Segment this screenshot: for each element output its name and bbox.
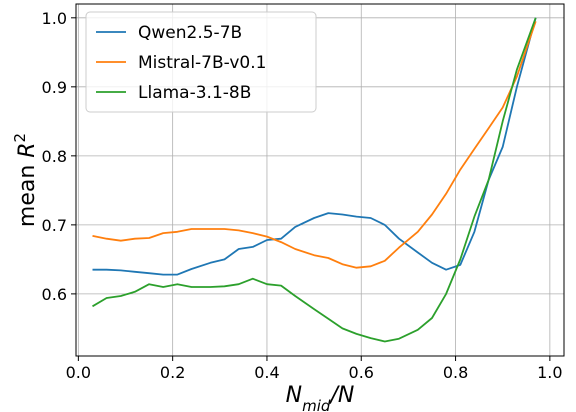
x-tick-label: 0.2 <box>160 363 185 382</box>
legend-label: Qwen2.5-7B <box>138 23 242 43</box>
y-tick-label: 0.9 <box>42 78 67 97</box>
x-tick-label: 0.6 <box>349 363 374 382</box>
y-axis-title: mean R2 <box>11 133 40 227</box>
x-axis-title-subscript: mid <box>302 397 331 412</box>
series-line-qwen2-5-7b <box>92 17 537 276</box>
axis-ticks: 0.0 0.2 0.4 0.6 0.8 1.0 0.6 0.7 0.8 0.9 1.0 <box>42 9 563 382</box>
x-tick-label: 0.0 <box>66 363 91 382</box>
y-tick-label: 0.8 <box>42 147 67 166</box>
x-tick-label: 0.4 <box>254 363 279 382</box>
y-axis-title-variable: R <box>15 142 40 157</box>
series-line-llama-3-1-8b <box>92 17 537 343</box>
x-tick-label: 0.8 <box>443 363 468 382</box>
x-tick-label: 1.0 <box>537 363 562 382</box>
legend-label: Mistral-7B-v0.1 <box>138 53 266 73</box>
y-tick-label: 0.6 <box>42 285 67 304</box>
series-lines <box>92 17 537 343</box>
legend-box <box>85 11 317 113</box>
x-axis-title-main: N <box>286 383 302 408</box>
y-tick-label: 0.7 <box>42 216 67 235</box>
y-axis-title-text: mean <box>15 158 40 227</box>
y-axis-title-superscript: 2 <box>11 133 29 143</box>
plot-frame <box>75 3 565 357</box>
legend-label: Llama-3.1-8B <box>138 83 251 103</box>
x-axis-title-rest: /N <box>328 383 354 408</box>
series-line-mistral-7b-v0-1 <box>92 21 537 269</box>
legend: Qwen2.5-7B Mistral-7B-v0.1 Llama-3.1-8B <box>85 11 317 113</box>
x-axis-title: Nmid/N <box>286 383 355 412</box>
y-tick-label: 1.0 <box>42 9 67 28</box>
